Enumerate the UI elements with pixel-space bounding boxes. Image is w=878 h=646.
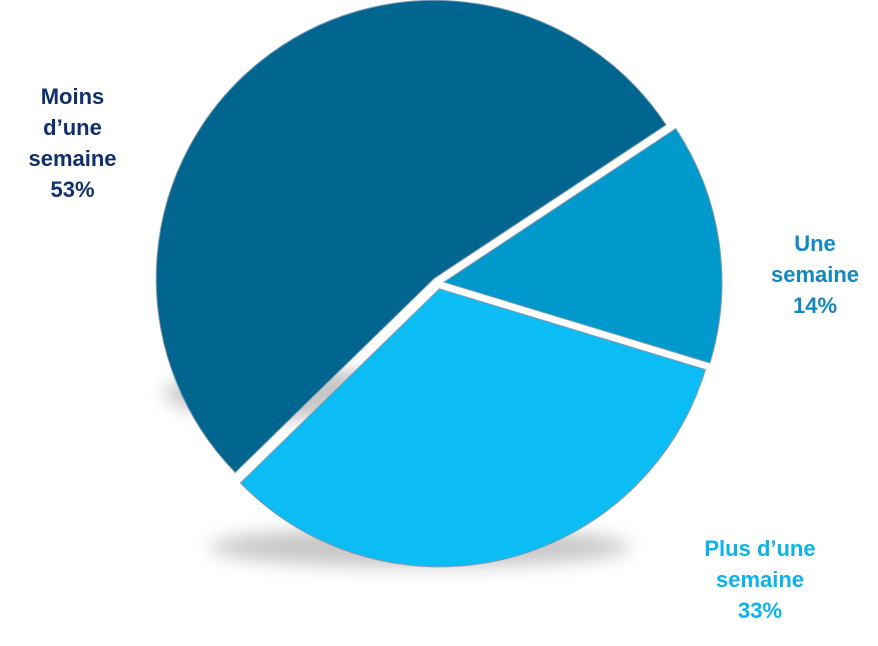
slice-label-line: d’une [43,115,102,140]
slice-plus-dune-semaine [239,288,707,568]
slice-label-line: 14% [792,293,838,318]
slice-moins-dune-semaine [155,0,667,474]
slice-label-line: Une [794,231,836,256]
slice-label-line: 33% [737,598,783,623]
slice-label-line: semaine [770,262,860,287]
slice-une-semaine [442,128,723,364]
pie-slices [155,0,723,568]
slice-label-plus-dune-semaine: Plus d’une semaine 33% [660,533,860,626]
slice-label-moins-dune-semaine: Moins d’une semaine 53% [0,81,145,205]
slice-label-line: semaine [28,146,117,171]
slice-label-une-semaine: Une semaine 14% [740,228,878,321]
slice-label-line: Moins [40,84,105,109]
slice-label-line: semaine [715,567,805,592]
slice-label-line: 53% [50,177,95,202]
slice-label-line: Plus d’une [704,536,816,561]
